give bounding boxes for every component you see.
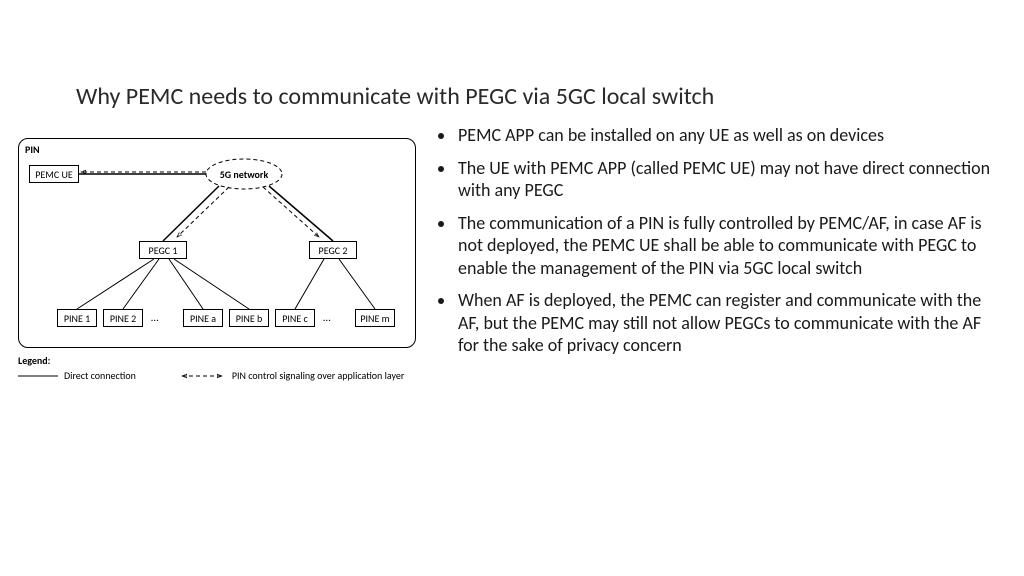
node-pinem: PINE m <box>355 309 395 327</box>
bullet-list: PEMC APP can be installed on any UE as w… <box>436 124 1006 367</box>
bullet-item: The UE with PEMC APP (called PEMC UE) ma… <box>456 157 1006 202</box>
node-pineb: PINE b <box>229 309 269 327</box>
bullet-item: When AF is deployed, the PEMC can regist… <box>456 289 1006 357</box>
cloud-label: 5G network <box>218 168 270 181</box>
page-title: Why PEMC needs to communicate with PEGC … <box>76 82 714 111</box>
legend-dashed-label: PIN control signaling over application l… <box>232 369 404 382</box>
legend-solid-icon <box>18 371 58 381</box>
legend-dashed-icon <box>178 371 226 381</box>
ellipsis-1: … <box>151 311 159 324</box>
ellipsis-2: … <box>323 311 331 324</box>
node-pine2: PINE 2 <box>103 309 143 327</box>
bullet-item: The communication of a PIN is fully cont… <box>456 212 1006 280</box>
node-pinea: PINE a <box>183 309 223 327</box>
legend-solid-label: Direct connection <box>64 369 136 382</box>
node-pemc-ue: PEMC UE <box>29 165 79 183</box>
node-pinec: PINE c <box>275 309 315 327</box>
node-pine1: PINE 1 <box>57 309 97 327</box>
bullet-item: PEMC APP can be installed on any UE as w… <box>456 124 1006 147</box>
node-pegc2: PEGC 2 <box>309 241 357 259</box>
legend-title: Legend: <box>18 354 416 367</box>
legend: Legend: Direct connection PIN control si… <box>18 354 416 382</box>
pin-diagram-panel: PIN 5G network PEMC UE PEGC 1 PEGC 2 PIN… <box>18 138 416 348</box>
node-pegc1: PEGC 1 <box>139 241 187 259</box>
